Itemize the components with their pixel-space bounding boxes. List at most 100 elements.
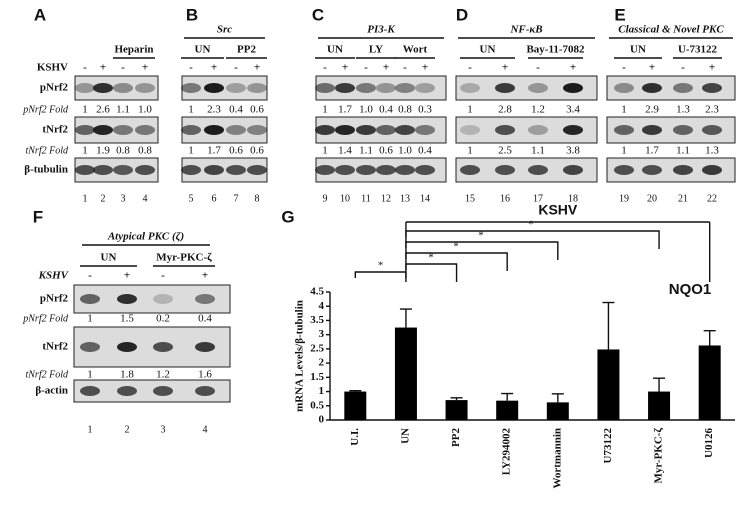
band (204, 83, 224, 93)
y-tick-label: 4 (319, 300, 325, 312)
sign: - (536, 62, 540, 74)
lane-number: 18 (568, 193, 578, 204)
band (93, 165, 113, 175)
panel-label: C (312, 5, 324, 24)
band (702, 165, 722, 175)
lane-number: 12 (381, 193, 391, 204)
fold-value: 1 (322, 145, 328, 157)
y-tick-label: 2 (319, 357, 325, 369)
band (75, 125, 95, 135)
group-label: KSHV (538, 202, 578, 218)
band (563, 165, 583, 175)
fold-value: 1 (188, 104, 194, 116)
fold-value: 1.3 (705, 145, 719, 157)
group-label: LY (369, 44, 383, 56)
bar (344, 391, 367, 420)
fold-value: 0.2 (156, 313, 170, 325)
band (195, 294, 215, 304)
band (204, 165, 224, 175)
band (117, 342, 137, 352)
y-tick-label: 4.5 (310, 286, 324, 298)
fold-value: 1.4 (338, 145, 352, 157)
fold-value: 1.1 (116, 104, 130, 116)
lane-number: 20 (647, 193, 657, 204)
sign: - (189, 62, 193, 74)
fold-value: 1.2 (156, 369, 170, 381)
band (395, 165, 415, 175)
x-tick-label: U.I. (349, 428, 361, 446)
lane-number: 3 (161, 424, 166, 435)
group-label: UN (480, 44, 496, 56)
fold-value: 1.7 (645, 145, 659, 157)
panel-title: Classical & Novel PKC (618, 24, 724, 36)
significance-label: * (478, 230, 484, 242)
band (153, 342, 173, 352)
sign: + (254, 62, 260, 74)
lane-number: 17 (533, 193, 543, 204)
bar (597, 349, 620, 420)
significance-label: * (378, 260, 384, 272)
row-label: KSHV (37, 62, 68, 74)
fold-value: 2.6 (96, 104, 110, 116)
x-tick-label: Myr-PKC-ζ (653, 428, 665, 484)
sign: + (100, 62, 106, 74)
fold-value: 1.1 (676, 145, 690, 157)
lane-number: 21 (678, 193, 688, 204)
significance-bracket (405, 241, 559, 260)
significance-bracket (405, 230, 660, 249)
band (563, 83, 583, 93)
bar (496, 400, 519, 420)
row-label: KSHV (38, 270, 70, 282)
fold-value: 0.6 (250, 104, 264, 116)
lane-number: 14 (420, 193, 430, 204)
fold-value: 3.8 (566, 145, 580, 157)
band (315, 165, 335, 175)
fold-value: 1 (621, 104, 627, 116)
band (376, 125, 396, 135)
band (247, 165, 267, 175)
blot-label: tNrf2 (42, 341, 68, 353)
y-tick-label: 3.5 (310, 314, 324, 326)
fold-value: 2.5 (498, 145, 512, 157)
band (642, 83, 662, 93)
fold-value: 2.3 (705, 104, 719, 116)
bar (698, 345, 721, 420)
band (395, 83, 415, 93)
annotation: NQO1 (669, 281, 712, 298)
band (153, 294, 173, 304)
band (181, 125, 201, 135)
fold-label: tNrf2 Fold (25, 369, 69, 380)
lane-number: 2 (125, 424, 130, 435)
panel-title: Src (217, 24, 232, 36)
lane-number: 19 (619, 193, 629, 204)
fold-value: 0.8 (138, 145, 152, 157)
band (356, 165, 376, 175)
band (80, 386, 100, 396)
band (153, 386, 173, 396)
blot-label: pNrf2 (40, 293, 69, 305)
band (356, 125, 376, 135)
group-label: PP2 (237, 44, 256, 56)
group-label: U-73122 (678, 44, 718, 56)
band (93, 125, 113, 135)
fold-value: 1.7 (338, 104, 352, 116)
band (673, 83, 693, 93)
fold-value: 0.4 (418, 145, 432, 157)
band (495, 125, 515, 135)
significance-bracket (405, 252, 508, 271)
fold-value: 2.8 (498, 104, 512, 116)
bar (546, 402, 569, 420)
fold-value: 1.9 (96, 145, 110, 157)
band (335, 125, 355, 135)
band (614, 125, 634, 135)
band (80, 294, 100, 304)
fold-value: 0.6 (250, 145, 264, 157)
band (415, 125, 435, 135)
bar (648, 391, 671, 420)
band (376, 83, 396, 93)
fold-value: 1.1 (359, 145, 373, 157)
group-label: Heparin (114, 44, 153, 56)
fold-value: 1 (467, 145, 473, 157)
fold-value: 0.4 (198, 313, 212, 325)
band (181, 83, 201, 93)
